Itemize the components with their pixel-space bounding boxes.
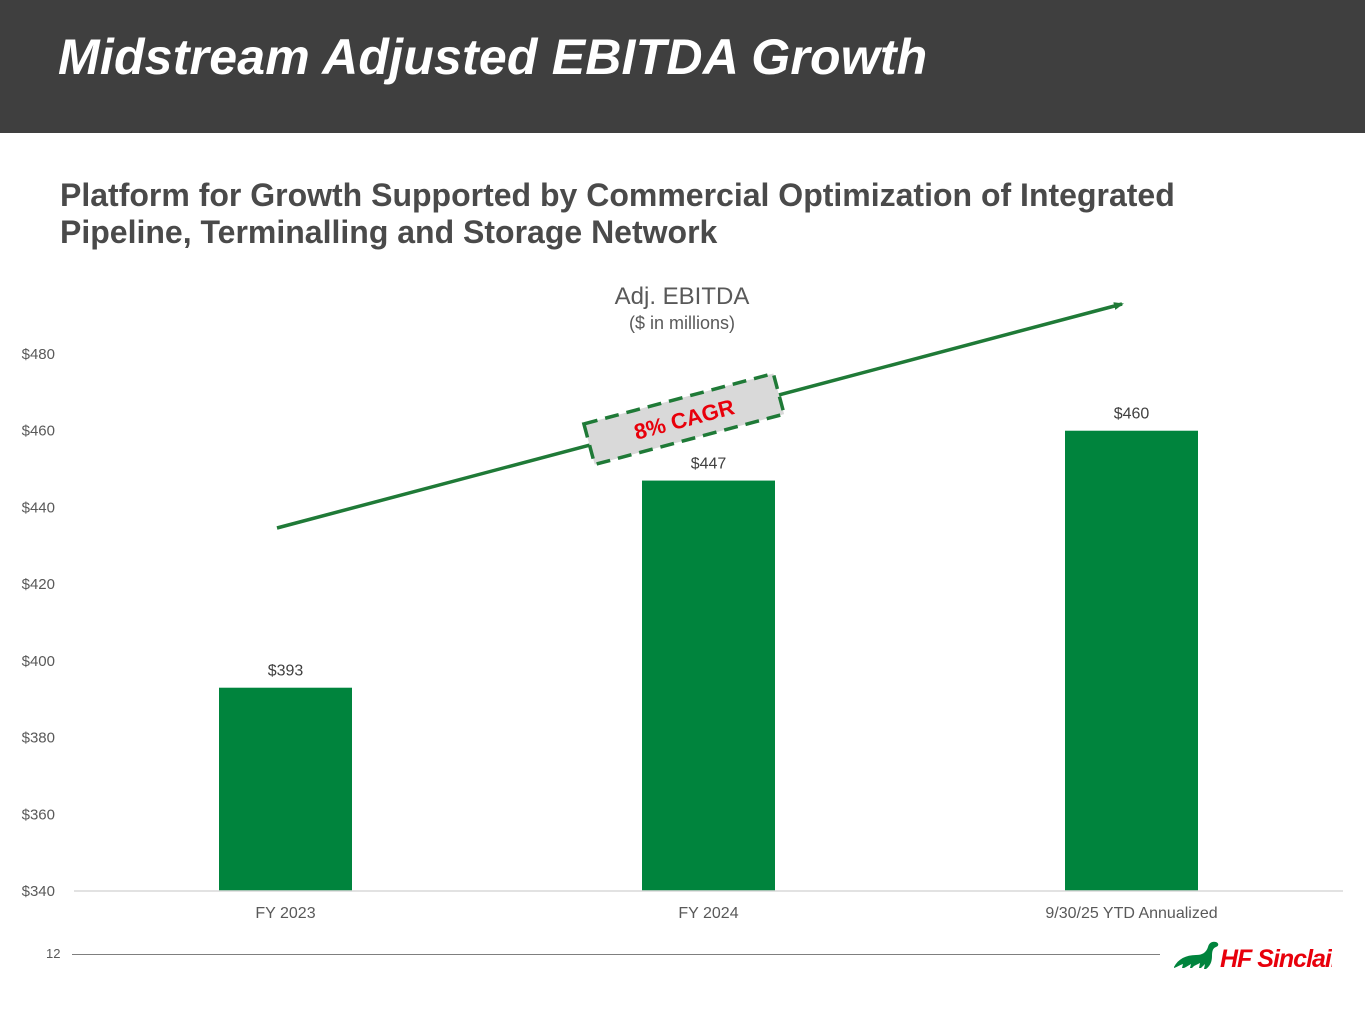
chart-title: Adj. EBITDA bbox=[615, 283, 750, 310]
y-tick-label: $480 bbox=[22, 346, 55, 363]
logo-wordmark: HF Sinclair bbox=[1220, 945, 1332, 973]
x-axis: FY 2023 FY 2024 9/30/25 YTD Annualized bbox=[255, 905, 1217, 922]
bar-value-label: $447 bbox=[691, 456, 727, 473]
y-tick-label: $360 bbox=[22, 806, 55, 823]
dinosaur-icon bbox=[1174, 941, 1219, 969]
y-axis: $340 $360 $380 $400 $420 $440 $460 $480 bbox=[22, 346, 55, 900]
x-tick-label: FY 2024 bbox=[678, 905, 738, 922]
subtitle-line-1: Platform for Growth Supported by Commerc… bbox=[60, 177, 1175, 213]
page-title: Midstream Adjusted EBITDA Growth bbox=[58, 29, 928, 85]
bar-value-label: $393 bbox=[268, 663, 304, 680]
y-tick-label: $420 bbox=[22, 576, 55, 593]
chart-subtitle: ($ in millions) bbox=[629, 313, 735, 333]
x-tick-label: FY 2023 bbox=[255, 905, 315, 922]
page-subtitle: Platform for Growth Supported by Commerc… bbox=[60, 177, 1320, 251]
hf-sinclair-logo: HF Sinclair bbox=[1174, 941, 1332, 973]
bar-value-label: $460 bbox=[1114, 406, 1150, 423]
bar bbox=[219, 687, 352, 891]
bar bbox=[642, 480, 775, 891]
subtitle-line-2: Pipeline, Terminalling and Storage Netwo… bbox=[60, 214, 718, 250]
bars: $393 $447 $460 bbox=[219, 406, 1198, 891]
y-tick-label: $340 bbox=[22, 883, 55, 900]
y-tick-label: $440 bbox=[22, 499, 55, 516]
cagr-badge: 8% CAGR bbox=[581, 371, 787, 467]
footer-divider bbox=[72, 954, 1160, 955]
y-tick-label: $460 bbox=[22, 423, 55, 440]
x-tick-label: 9/30/25 YTD Annualized bbox=[1045, 905, 1217, 922]
cagr-annotation: 8% CAGR bbox=[276, 302, 1124, 530]
bar bbox=[1065, 430, 1198, 891]
page-number: 12 bbox=[46, 946, 61, 961]
y-tick-label: $380 bbox=[22, 730, 55, 747]
y-tick-label: $400 bbox=[22, 653, 55, 670]
header-bar: Midstream Adjusted EBITDA Growth bbox=[0, 0, 1365, 133]
